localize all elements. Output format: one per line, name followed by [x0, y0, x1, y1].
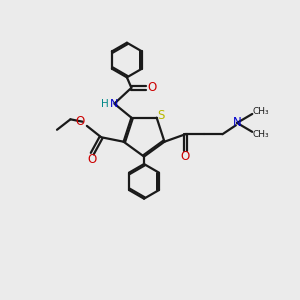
Text: N: N [110, 99, 118, 109]
Text: CH₃: CH₃ [253, 107, 269, 116]
Text: O: O [87, 152, 96, 166]
Text: S: S [158, 109, 165, 122]
Text: H: H [100, 99, 108, 109]
Text: CH₃: CH₃ [253, 130, 269, 139]
Text: O: O [148, 81, 157, 94]
Text: O: O [181, 150, 190, 163]
Text: N: N [233, 116, 242, 129]
Text: O: O [76, 115, 85, 128]
